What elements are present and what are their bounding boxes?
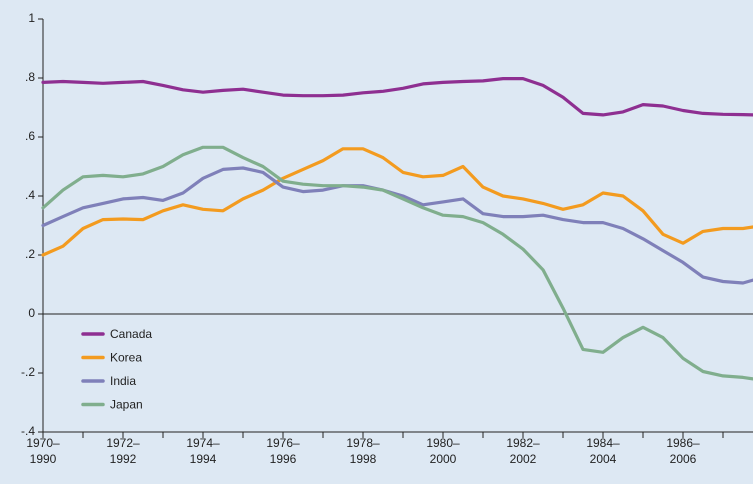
y-tick-label: .4 (25, 188, 35, 202)
x-tick-label: 1974–1994 (186, 436, 220, 466)
legend-label: Canada (110, 327, 152, 341)
x-tick-label: 1986–2006 (666, 436, 700, 466)
x-tick-label: 1982–2002 (506, 436, 540, 466)
series-line (41, 77, 753, 117)
legend-label: India (110, 374, 136, 388)
x-tick-label: 1976–1996 (266, 436, 300, 466)
series-line (41, 147, 753, 257)
x-tick-label: 1972–1992 (106, 436, 140, 466)
series-line (41, 166, 753, 285)
y-tick-label: 0 (28, 306, 35, 320)
legend-label: Japan (110, 398, 143, 412)
x-tick-label: 1978–1998 (346, 436, 380, 466)
y-tick-label: .6 (25, 129, 35, 143)
y-tick-label: 1 (28, 11, 35, 25)
legend-label: Korea (110, 351, 142, 365)
x-tick-label: 1984–2004 (586, 436, 620, 466)
x-tick-label: 1980–2000 (426, 436, 460, 466)
y-tick-label: .8 (25, 70, 35, 84)
y-tick-label: -.2 (21, 365, 35, 379)
x-tick-label: 1970–1990 (26, 436, 60, 466)
y-tick-label: -.4 (21, 424, 35, 438)
series-line (41, 145, 753, 381)
y-tick-label: .2 (25, 247, 35, 261)
